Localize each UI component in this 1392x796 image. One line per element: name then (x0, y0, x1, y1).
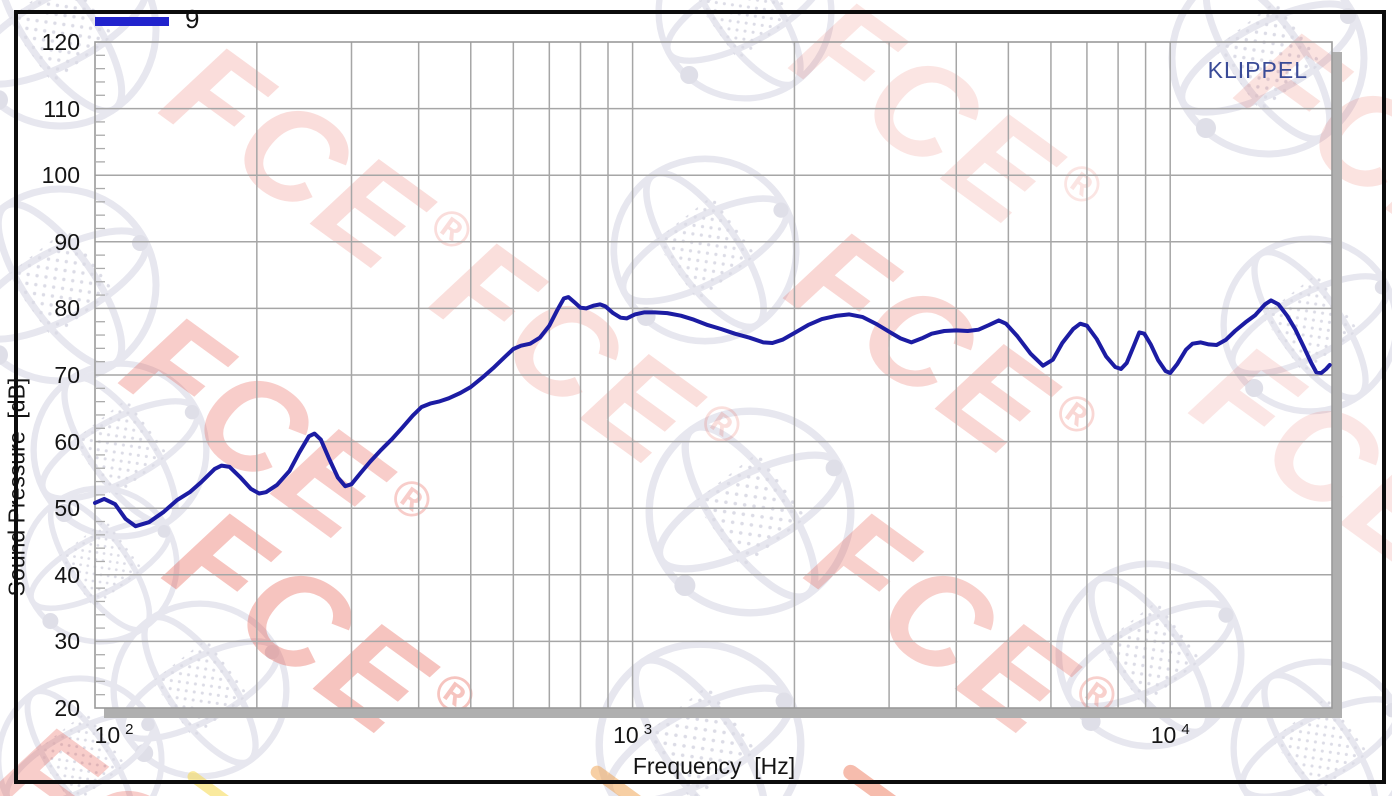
atom-logo-watermark (610, 155, 800, 345)
atom-logo-watermark (0, 185, 160, 385)
plot-shadow-right (1332, 52, 1342, 718)
atom-logo-watermark (20, 485, 180, 645)
frequency-response-curve (93, 295, 1332, 529)
gridlines (95, 42, 1332, 708)
y-minor-ticks (96, 54, 105, 696)
atom-logo-watermark (645, 407, 855, 617)
atom-logo-watermark (1168, 0, 1368, 158)
atom-logo-watermark (1230, 658, 1392, 796)
plot-shadow-bottom (104, 708, 1342, 718)
atom-logo-watermark (30, 360, 210, 540)
plot-border (94, 41, 1333, 709)
atom-logo-watermark (1055, 560, 1245, 750)
